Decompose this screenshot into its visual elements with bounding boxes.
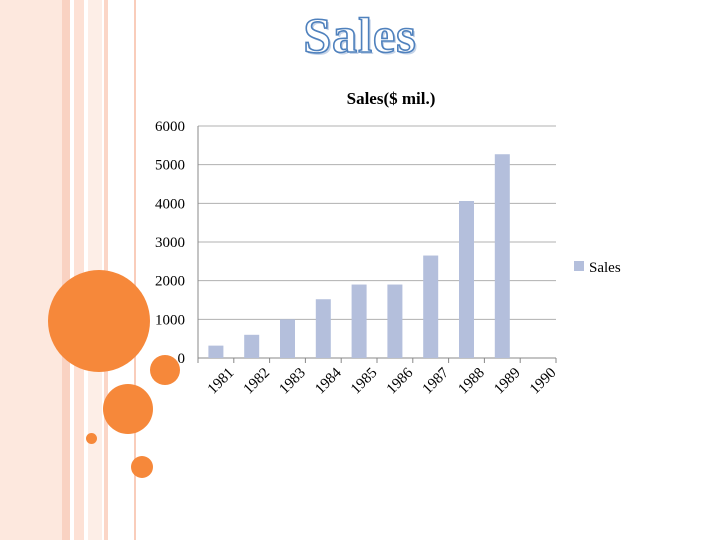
bar-1982	[244, 334, 260, 358]
decor-stripe-3	[74, 0, 84, 540]
y-tick-label: 1000	[155, 312, 185, 328]
x-tick-label: 1984	[312, 365, 345, 398]
y-tick-label: 6000	[155, 119, 185, 135]
x-tick-label: 1989	[491, 365, 524, 398]
bar-1985	[351, 284, 367, 358]
y-tick-label: 3000	[155, 235, 185, 251]
bar-1983	[280, 319, 295, 358]
x-tick-label: 1990	[527, 365, 560, 398]
legend-swatch	[574, 261, 584, 271]
x-tick-label: 1981	[205, 365, 238, 398]
x-tick-label: 1982	[241, 365, 274, 398]
chart-title: Sales($ mil.)	[347, 89, 436, 108]
slide-title: Sales	[303, 6, 417, 64]
bar-1986	[387, 284, 403, 358]
x-tick-label: 1988	[455, 365, 488, 398]
y-tick-label: 0	[178, 351, 186, 367]
y-axis-ticks: 0 1000 2000 3000 4000 5000 6000	[155, 119, 185, 367]
y-tick-label: 5000	[155, 158, 185, 174]
y-tick-label: 4000	[155, 196, 185, 212]
decor-circle-large	[48, 270, 150, 372]
x-tick-label: 1985	[348, 365, 381, 398]
bar-1981	[208, 345, 224, 358]
x-tick-label: 1987	[420, 365, 453, 398]
decor-circle-medium	[103, 384, 153, 434]
legend-label: Sales	[589, 260, 621, 276]
bar-1987	[423, 255, 439, 358]
bar-1989	[494, 154, 510, 358]
bar-1984	[315, 299, 331, 358]
decor-circle-dot	[131, 456, 153, 478]
x-tick-label: 1986	[384, 365, 417, 398]
bars	[208, 154, 510, 358]
decor-stripe-6	[134, 0, 136, 540]
decor-circle-tiny	[86, 433, 97, 444]
decor-stripe-1	[0, 0, 62, 540]
decor-circle-small	[150, 355, 180, 385]
x-axis-ticks: 1981 1982 1983 1984 1985 1986 1987 1988 1989 1990	[197, 358, 560, 398]
y-tick-label: 2000	[155, 274, 185, 290]
x-tick-label: 1983	[276, 365, 309, 398]
decor-stripe-2	[62, 0, 70, 540]
bar-1988	[459, 201, 474, 358]
legend: Sales	[574, 260, 621, 276]
